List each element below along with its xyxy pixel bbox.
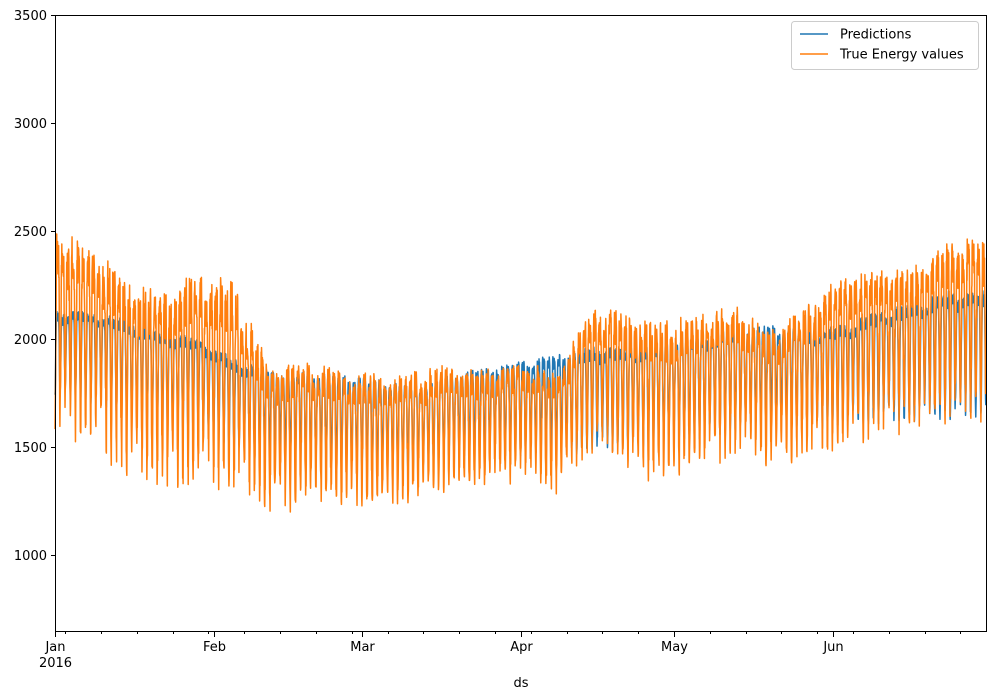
x-axis-label: ds: [513, 676, 528, 691]
y-tick-label: 1000: [14, 549, 47, 564]
legend-label-predictions: Predictions: [840, 28, 912, 43]
series-layer: [54, 233, 987, 513]
x-tick-label: May: [661, 640, 688, 655]
series-line-true-energy-values: [54, 233, 987, 513]
x-tick-sublabel: 2016: [39, 656, 72, 671]
y-tick-label: 3000: [14, 117, 47, 132]
legend: Predictions True Energy values: [791, 21, 979, 70]
y-tick-label: 1500: [14, 441, 47, 456]
legend-label-true-energy: True Energy values: [839, 48, 964, 63]
y-tick-label: 2500: [14, 225, 47, 240]
x-tick-label: Jun: [822, 640, 843, 655]
x-tick-label: Mar: [350, 640, 375, 655]
y-axis: 1000 1500 2000 2500 3000 3500: [14, 9, 55, 564]
y-tick-label: 2000: [14, 333, 47, 348]
x-tick-label: Jan: [44, 640, 65, 655]
y-tick-label: 3500: [14, 9, 47, 24]
legend-box: [791, 21, 979, 70]
x-tick-label: Apr: [510, 640, 533, 655]
x-tick-label: Feb: [203, 640, 226, 655]
